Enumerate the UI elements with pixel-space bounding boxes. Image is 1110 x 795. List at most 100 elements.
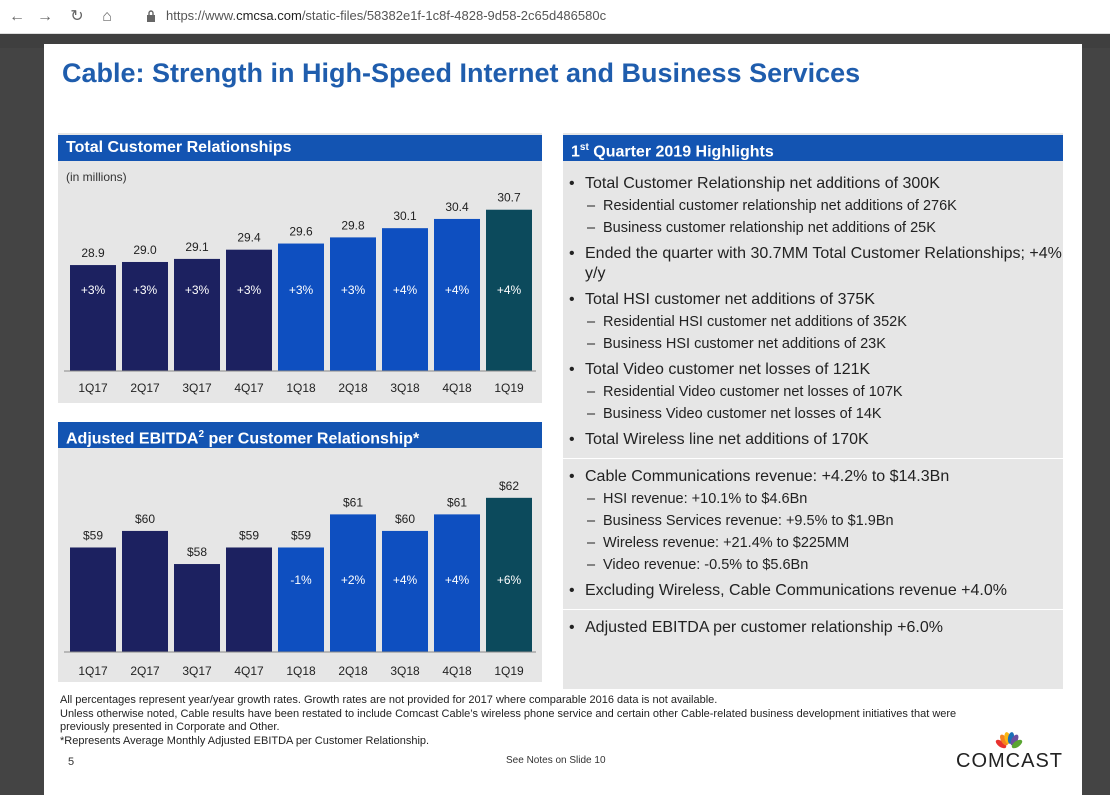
value-label: 30.1 (393, 209, 417, 223)
highlight-subitem: Residential HSI customer net additions o… (563, 312, 1063, 332)
slide-title: Cable: Strength in High-Speed Internet a… (62, 58, 861, 88)
value-label: $58 (187, 545, 207, 559)
category-label: 3Q18 (390, 664, 420, 678)
bar (174, 258, 220, 371)
growth-label: +4% (497, 283, 522, 297)
ebitda-chart: $59 1Q17 $60 2Q17 $58 3Q17 $59 4Q17 $59 -1% 1Q18 $6… (64, 479, 536, 678)
growth-label: +3% (133, 283, 158, 297)
growth-label: +4% (445, 283, 470, 297)
highlights-title-sup: st (579, 142, 589, 153)
bar (226, 547, 272, 652)
comcast-logo: COMCAST (956, 732, 1066, 772)
value-label: 29.6 (289, 225, 313, 239)
chart-title: Total Customer Relationships (66, 139, 292, 156)
bar (330, 514, 376, 652)
value-label: 30.4 (445, 200, 469, 214)
growth-label: +3% (237, 283, 262, 297)
bar (434, 218, 480, 371)
category-label: 3Q17 (182, 664, 212, 678)
highlight-subitem: Business customer relationship net addit… (563, 218, 1063, 238)
highlight-subitem: Business HSI customer net additions of 2… (563, 334, 1063, 354)
category-label: 2Q18 (338, 381, 368, 395)
footnote-3: previously presented in Corporate and Ot… (60, 721, 280, 733)
chart-subtitle: (in millions) (66, 170, 127, 184)
category-label: 2Q18 (338, 664, 368, 678)
highlight-item: Total Video customer net losses of 121K (563, 360, 1063, 380)
category-label: 2Q17 (130, 664, 160, 678)
category-label: 4Q18 (442, 664, 472, 678)
customer-relationships-chart: 28.9 +3% 1Q17 29.0 +3% 2Q17 29.1 +3% 3Q17 29.4 +3%… (64, 191, 536, 395)
category-label: 4Q17 (234, 664, 264, 678)
highlight-group: Total Customer Relationship net addition… (563, 174, 1063, 450)
bar (278, 547, 324, 652)
highlight-subitem: Business Video customer net losses of 14… (563, 404, 1063, 424)
highlights-header: 1st Quarter 2019 Highlights (563, 135, 1063, 161)
separator (563, 609, 1063, 610)
growth-label: +3% (341, 283, 366, 297)
highlight-subitem: Wireless revenue: +21.4% to $225MM (563, 533, 1063, 553)
bar (122, 261, 168, 371)
value-label: 29.1 (185, 240, 209, 254)
category-label: 2Q17 (130, 381, 160, 395)
customer-relationships-header: Total Customer Relationships (58, 135, 542, 161)
forward-arrow-icon[interactable]: → (37, 8, 53, 25)
highlight-item: Adjusted EBITDA per customer relationshi… (563, 618, 1063, 638)
ebitda-header: Adjusted EBITDA2 per Customer Relationsh… (58, 422, 542, 448)
separator (563, 458, 1063, 459)
peacock-icon (995, 732, 1023, 749)
logo-text: COMCAST (956, 750, 1063, 772)
bar (382, 530, 428, 652)
bar (226, 249, 272, 371)
highlight-subitem: Video revenue: -0.5% to $5.6Bn (563, 555, 1063, 575)
footnote-1: All percentages represent year/year grow… (60, 694, 718, 706)
highlight-item: Cable Communications revenue: +4.2% to $… (563, 467, 1063, 487)
value-label: $61 (447, 495, 467, 509)
customer-relationships-panel: 28.9 +3% 1Q17 29.0 +3% 2Q17 29.1 +3% 3Q17 29.4 +3%… (58, 133, 542, 403)
bar (174, 564, 220, 652)
growth-label: +4% (445, 573, 470, 587)
value-label: 29.4 (237, 231, 261, 245)
category-label: 4Q17 (234, 381, 264, 395)
bar (486, 209, 532, 371)
back-arrow-icon[interactable]: ← (9, 8, 25, 25)
address-bar[interactable]: https://www.cmcsa.com/static-files/58382… (166, 8, 606, 23)
value-label: 28.9 (81, 246, 105, 260)
category-label: 1Q17 (78, 381, 108, 395)
growth-label: +6% (497, 573, 522, 587)
category-label: 1Q18 (286, 381, 316, 395)
url-path: /static-files/58382e1f-1c8f-4828-9d58-2c… (301, 8, 607, 23)
home-icon[interactable]: ⌂ (102, 8, 112, 25)
highlights-title-prefix: 1 (571, 143, 580, 161)
bar (330, 237, 376, 371)
highlight-subitem: HSI revenue: +10.1% to $4.6Bn (563, 489, 1063, 509)
notes-reference: See Notes on Slide 10 (506, 755, 606, 766)
ebitda-panel: $59 1Q17 $60 2Q17 $58 3Q17 $59 4Q17 $59 -1% 1Q18 $6… (58, 422, 542, 682)
value-label: $61 (343, 495, 363, 509)
bar (434, 514, 480, 652)
value-label: $60 (135, 512, 155, 526)
highlight-item: Excluding Wireless, Cable Communications… (563, 581, 1063, 601)
url-prefix: https://www. (166, 8, 237, 23)
highlight-group: Cable Communications revenue: +4.2% to $… (563, 467, 1063, 601)
highlight-item: Total Wireless line net additions of 170… (563, 430, 1063, 450)
category-label: 1Q18 (286, 664, 316, 678)
highlight-subitem: Residential customer relationship net ad… (563, 196, 1063, 216)
growth-label: +4% (393, 573, 418, 587)
chart-title-sup: 2 (198, 429, 205, 440)
page-number: 5 (68, 756, 75, 768)
growth-label: +2% (341, 573, 366, 587)
value-label: $59 (239, 528, 259, 542)
highlight-item: Total HSI customer net additions of 375K (563, 290, 1063, 310)
highlights-title-suffix: Quarter 2019 Highlights (588, 143, 774, 161)
highlight-item: Total Customer Relationship net addition… (563, 174, 1063, 194)
value-label: 30.7 (497, 191, 521, 205)
category-label: 4Q18 (442, 381, 472, 395)
bar (382, 228, 428, 371)
reload-icon[interactable]: ↻ (70, 8, 84, 25)
browser-toolbar: ← → ↻ ⌂ https://www.cmcsa.com/static-fil… (0, 0, 1110, 34)
growth-label: +3% (289, 283, 314, 297)
value-label: $60 (395, 512, 415, 526)
chart-title-suffix: per Customer Relationship* (204, 430, 420, 448)
category-label: 3Q17 (182, 381, 212, 395)
url-domain: cmcsa.com (236, 8, 302, 23)
